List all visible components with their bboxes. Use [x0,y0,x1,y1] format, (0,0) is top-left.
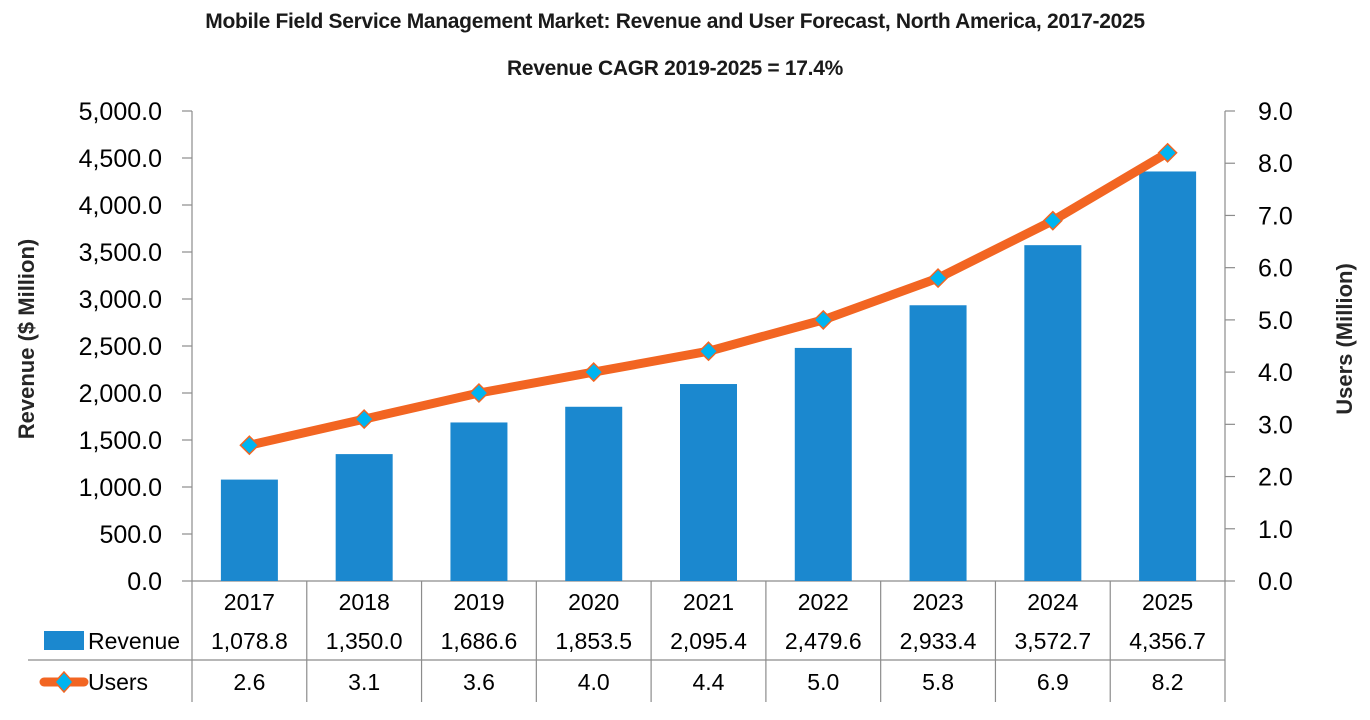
revenue-bars [220,171,1197,581]
legend-revenue-label: Revenue [88,628,180,654]
y-left-tick-label: 3,500.0 [79,239,162,267]
axes: 0.0 500.0 1,000.0 1,500.0 2,000.0 2,500.0 3,00… [79,98,1293,596]
y-axis-left-title: Revenue ($ Million) [14,239,39,439]
y-left-tick-label: 1,000.0 [79,474,162,502]
y-right-tick-label: 7.0 [1258,202,1293,230]
y-right-tick-label: 1.0 [1258,516,1293,544]
table-cell-revenue: 1,350.0 [326,628,403,654]
y-left-tick-label: 1,500.0 [79,427,162,455]
x-tick-label: 2018 [339,589,390,615]
y-left-tick-label: 5,000.0 [79,98,162,126]
users-marker-2019 [468,382,490,404]
x-tick-label: 2019 [453,589,504,615]
revenue-bar-2024 [1024,245,1082,581]
y-left-tick-label: 2,500.0 [79,333,162,361]
revenue-bar-2025 [1139,171,1197,581]
y-right-tick-label: 0.0 [1258,568,1293,596]
users-marker-2024 [1042,210,1063,231]
users-line [239,142,1178,456]
table-cell-revenue: 1,686.6 [441,628,518,654]
table-cell-revenue: 2,095.4 [670,628,747,654]
y-right-tick-label: 4.0 [1258,359,1293,387]
chart-subtitle: Revenue CAGR 2019-2025 = 17.4% [507,57,843,80]
table-cell-users: 4.4 [693,669,725,695]
x-tick-label: 2024 [1027,589,1078,615]
table-cell-users: 5.8 [922,669,954,695]
chart-title: Mobile Field Service Management Market: … [205,10,1145,33]
users-marker-2017 [239,435,260,456]
table-cell-users: 4.0 [578,669,610,695]
y-axis-right-title: Users (Million) [1332,263,1357,415]
table-cell-users: 5.0 [807,669,839,695]
revenue-bar-2022 [794,347,852,581]
table-cell-users: 8.2 [1152,669,1184,695]
y-left-tick-label: 500.0 [99,521,162,549]
x-tick-label: 2023 [912,589,963,615]
y-left-tick-label: 4,500.0 [79,145,162,173]
x-tick-label: 2025 [1142,589,1193,615]
table-cell-revenue: 1,078.8 [211,628,288,654]
y-right-tick-label: 5.0 [1258,307,1293,335]
table-cell-revenue: 4,356.7 [1129,628,1206,654]
users-marker-2022 [813,309,834,330]
legend-revenue-swatch [44,631,84,650]
y-right-tick-label: 8.0 [1258,150,1293,178]
table-cell-revenue: 3,572.7 [1014,628,1091,654]
users-marker-2025 [1157,142,1178,163]
legend-users-label: Users [88,669,148,695]
table-cell-users: 2.6 [233,669,265,695]
users-marker-2021 [698,341,719,362]
y-right-tick-label: 6.0 [1258,255,1293,283]
y-right-tick-label: 9.0 [1258,98,1293,126]
table-cell-users: 6.9 [1037,669,1069,695]
table-cell-revenue: 2,933.4 [900,628,977,654]
legend-users-marker [53,670,75,694]
x-tick-label: 2022 [798,589,849,615]
revenue-bar-2020 [565,406,623,581]
y-left-tick-label: 4,000.0 [79,192,162,220]
x-tick-label: 2021 [683,589,734,615]
users-marker-2020 [583,362,604,383]
y-right-tick-label: 2.0 [1258,464,1293,492]
y-right-tick-label: 3.0 [1258,411,1293,439]
revenue-bar-2019 [450,422,508,581]
y-left-tick-label: 3,000.0 [79,286,162,314]
revenue-bar-2023 [909,305,967,581]
users-marker-2018 [354,409,375,430]
revenue-bar-2021 [680,384,737,581]
x-tick-label: 2017 [224,589,275,615]
y-left-tick-label: 0.0 [127,568,162,596]
revenue-bar-2017 [220,479,278,581]
table-cell-revenue: 2,479.6 [785,628,862,654]
table-cell-users: 3.6 [463,669,495,695]
table-cell-revenue: 1,853.5 [555,628,632,654]
data-table: 2017 2018 2019 2020 2021 2022 2023 2024 2025 1,07… [28,581,1226,702]
users-marker-2023 [927,268,949,289]
y-left-tick-label: 2,000.0 [79,380,162,408]
table-cell-users: 3.1 [348,669,380,695]
revenue-bar-2018 [335,454,393,581]
x-tick-label: 2020 [568,589,619,615]
